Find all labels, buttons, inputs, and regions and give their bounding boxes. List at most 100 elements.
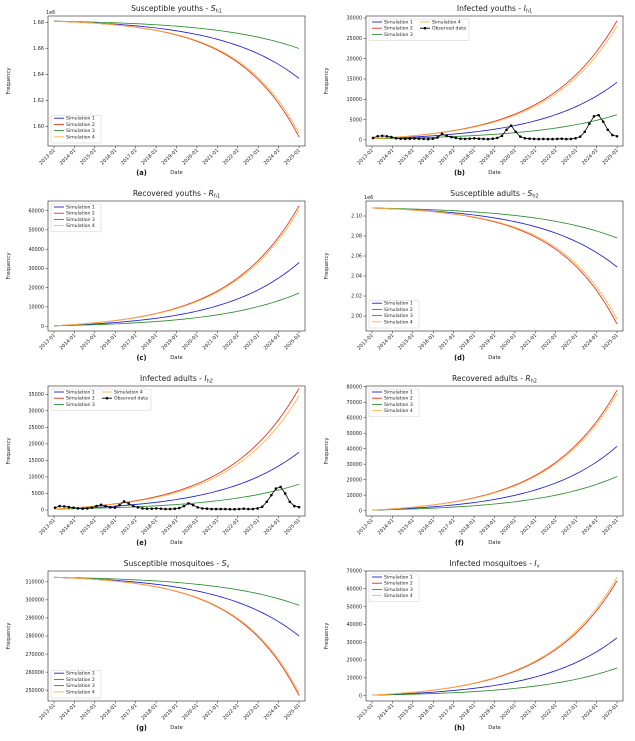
observed-point <box>560 137 564 140</box>
chart-title-symbol: S <box>528 189 533 198</box>
chart-title-text: Recovered youths - <box>133 189 209 198</box>
y-tick-label: 50000 <box>346 604 362 610</box>
series-line-simulation-3 <box>53 20 300 49</box>
observed-point <box>113 506 117 510</box>
legend-label: Simulation 1 <box>384 20 413 26</box>
observed-point <box>403 137 407 141</box>
observed-point <box>468 137 471 140</box>
observed-point <box>210 507 213 511</box>
x-axis-label: Date <box>170 540 182 546</box>
chart-title-text: Infected mosquitoes - <box>449 559 534 568</box>
observed-point <box>279 485 282 489</box>
observed-point <box>588 122 591 125</box>
x-tick-label: 2018-01 <box>140 518 159 537</box>
x-tick-label: 2014-01 <box>377 518 396 537</box>
chart-title: Recovered youths - Rh1 <box>133 189 220 200</box>
chart-title-symbol: S <box>222 559 227 568</box>
x-tick-label: 2024-01 <box>581 703 600 722</box>
chart-svg: Susceptible mosquitoes - Sv 250000 260000 2… <box>6 559 306 732</box>
y-tick-label: 10000 <box>28 475 44 481</box>
observed-point <box>228 507 232 511</box>
legend-box <box>50 203 102 233</box>
legend-label: Simulation 4 <box>384 408 413 414</box>
x-tick-label: 2016-01 <box>417 703 436 722</box>
x-tick-label: 2015-01 <box>397 518 416 537</box>
legend-label: Simulation 3 <box>384 32 413 38</box>
legend-label: Simulation 2 <box>384 307 413 313</box>
y-tick-label: 30000 <box>28 409 44 415</box>
series-line-simulation-4 <box>53 395 300 510</box>
x-tick-label: 2023-01 <box>560 518 579 537</box>
chart-title-text: Susceptible mosquitoes - <box>124 559 222 568</box>
x-tick-label: 2019-01 <box>161 518 180 537</box>
chart-title-subscript: v <box>226 564 229 570</box>
observed-point <box>436 136 439 139</box>
observed-point <box>256 507 259 510</box>
y-tick-label: 1.60 <box>33 124 44 130</box>
y-tick-label: 20000 <box>346 56 362 62</box>
chart-svg: Susceptible youths - Sh1 1e6 1.60 1.62 1.64 1… <box>6 4 306 177</box>
series-line-simulation-4 <box>371 577 618 696</box>
series-line-simulation-1 <box>53 20 300 79</box>
y-tick-label: 30000 <box>28 266 44 272</box>
x-tick-label: 2018-01 <box>458 333 477 352</box>
y-axis-label: Frequency <box>324 623 330 650</box>
observed-point <box>454 136 458 140</box>
y-tick-label: 20000 <box>28 442 44 448</box>
observed-point <box>601 120 605 123</box>
x-tick-label: 2022-01 <box>222 703 241 722</box>
x-tick-label: 2015-01 <box>79 703 98 722</box>
legend-label: Simulation 2 <box>66 122 95 128</box>
chart-title-text: Recovered adults - <box>452 374 525 383</box>
observed-point <box>191 503 195 507</box>
series-line-simulation-4 <box>371 207 618 320</box>
series-line-simulation-1 <box>53 262 300 327</box>
observed-point <box>431 137 435 140</box>
y-tick-label: 35000 <box>28 392 44 398</box>
x-tick-label: 2020-01 <box>499 518 518 537</box>
y-tick-label: 0 <box>359 138 362 144</box>
observed-point <box>214 507 218 511</box>
observed-point <box>523 136 527 140</box>
y-tick-label: 0 <box>359 693 362 699</box>
observed-point <box>399 137 402 140</box>
y-tick-label: 5000 <box>32 491 44 497</box>
x-tick-label: 2024-01 <box>263 148 282 167</box>
observed-point <box>528 137 531 140</box>
x-tick-label: 2025-01 <box>283 333 302 352</box>
y-tick-label: 30000 <box>346 640 362 646</box>
panel-letter: (h) <box>454 724 465 732</box>
x-tick-label: 2025-01 <box>601 518 620 537</box>
chart-svg: Recovered adults - Rh2 0 10000 20000 30000 40… <box>324 374 624 547</box>
chart-panel-b: Infected youths - Ih1 0 5000 10000 15000 2000… <box>318 0 635 185</box>
legend-label: Simulation 2 <box>384 396 413 402</box>
x-tick-label: 2023-01 <box>242 333 261 352</box>
observed-point <box>270 493 273 497</box>
x-tick-label: 2022-01 <box>222 148 241 167</box>
x-tick-label: 2021-01 <box>202 518 221 537</box>
observed-point <box>390 135 393 139</box>
y-tick-label: 10000 <box>346 493 362 499</box>
observed-point <box>445 134 448 138</box>
panel-letter: (b) <box>454 169 465 177</box>
x-tick-label: 2013-01 <box>38 518 57 537</box>
chart-title-subscript: h2 <box>207 379 213 385</box>
x-tick-label: 2024-01 <box>263 333 282 352</box>
legend-label: Simulation 4 <box>384 319 413 325</box>
observed-point <box>509 124 513 127</box>
x-tick-label: 2015-01 <box>79 333 98 352</box>
x-tick-label: 2020-01 <box>181 518 200 537</box>
y-tick-label: 2.00 <box>351 314 362 320</box>
chart-title-subscript: h1 <box>214 194 220 200</box>
series-line-simulation-4 <box>53 20 300 134</box>
observed-point <box>546 137 550 141</box>
y-axis-label: Frequency <box>6 623 12 650</box>
x-tick-label: 2017-01 <box>438 148 457 167</box>
y-tick-label: 5000 <box>350 117 362 123</box>
x-axis-label: Date <box>488 725 500 731</box>
legend-label: Simulation 3 <box>66 217 95 223</box>
y-tick-label: 1.66 <box>33 46 44 52</box>
x-tick-label: 2018-01 <box>458 703 477 722</box>
x-tick-label: 2020-01 <box>181 703 200 722</box>
